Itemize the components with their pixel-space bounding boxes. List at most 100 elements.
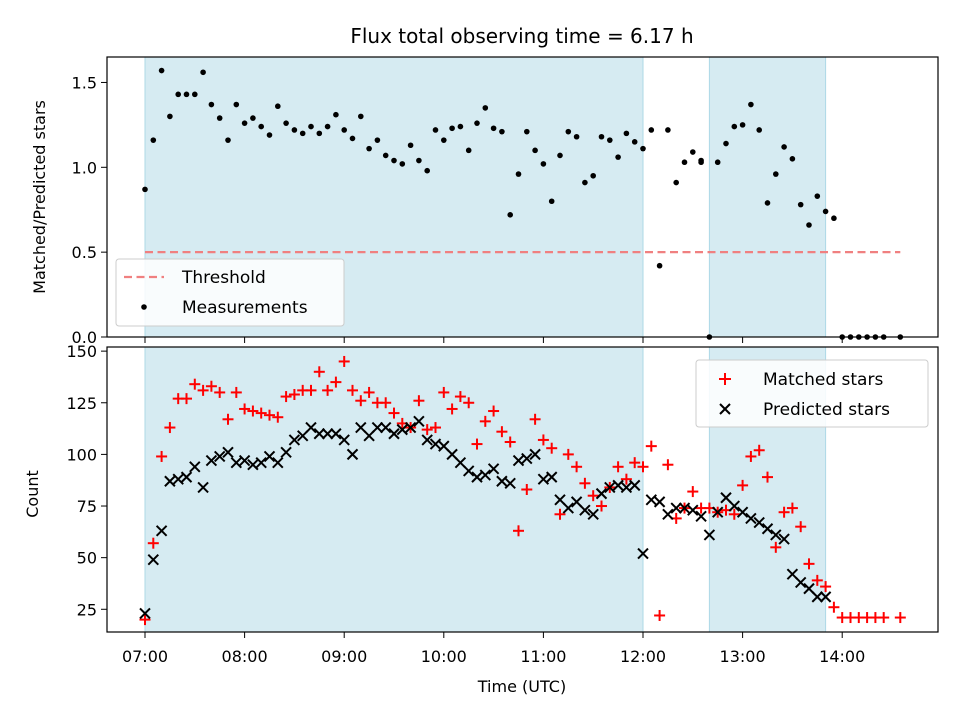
bottom-x-tick-label: 09:00	[321, 647, 367, 666]
predicted-star-point	[272, 456, 284, 469]
matched-star-point	[222, 413, 234, 425]
predicted-star-point	[811, 591, 824, 603]
measurement-point	[507, 212, 513, 218]
chart-title: Flux total observing time = 6.17 h	[350, 24, 693, 48]
matched-star-point	[471, 438, 483, 450]
measurement-point	[192, 91, 198, 98]
top-y-tick-label: 0.5	[72, 243, 97, 262]
measurement-point	[233, 101, 240, 108]
measurement-point	[540, 161, 547, 167]
bottom-y-axis-label: Count	[23, 470, 42, 518]
matched-star-point	[463, 397, 475, 409]
measurement-point	[465, 147, 472, 154]
predicted-star-point	[604, 481, 616, 494]
measurement-point	[631, 139, 638, 145]
measurement-point	[183, 91, 190, 98]
matched-star-point	[147, 537, 159, 549]
legend-matched-label: Matched stars	[763, 370, 883, 390]
predicted-star-point	[620, 481, 633, 494]
top-y-tick-label: 0.0	[72, 328, 97, 347]
matched-star-point	[728, 508, 740, 520]
predicted-star-point	[404, 421, 417, 434]
matched-star-point	[645, 440, 657, 452]
matched-star-point	[488, 405, 500, 417]
measurement-point	[399, 161, 406, 167]
measurement-point	[781, 144, 787, 150]
predicted-star-point	[147, 554, 160, 566]
predicted-star-point	[778, 533, 790, 545]
matched-star-point	[770, 541, 782, 553]
measurement-point	[748, 101, 754, 108]
matched-star-point	[637, 461, 649, 473]
matched-star-point	[322, 384, 334, 396]
predicted-star-point	[305, 421, 317, 434]
predicted-star-point	[637, 547, 649, 560]
matched-star-point	[596, 500, 607, 512]
matched-star-point	[803, 558, 815, 570]
bottom-y-tick-label: 100	[66, 445, 97, 464]
measurement-point	[150, 137, 157, 143]
matched-star-point	[662, 459, 674, 471]
matched-star-point	[247, 405, 259, 417]
measurement-point	[432, 127, 439, 133]
measurement-point	[714, 159, 721, 166]
predicted-star-point	[346, 448, 359, 461]
predicted-star-point	[413, 415, 425, 428]
predicted-star-point	[496, 475, 508, 487]
matched-star-point	[280, 391, 292, 403]
legend-predicted-label: Predicted stars	[763, 400, 890, 420]
matched-star-point	[795, 521, 807, 533]
predicted-star-point	[205, 454, 218, 467]
predicted-star-point	[537, 473, 550, 485]
predicted-star-point	[371, 421, 384, 434]
measurement-point	[565, 128, 572, 135]
matched-star-point	[620, 473, 632, 485]
measurement-point	[773, 171, 779, 177]
legend-measurements-label: Measurements	[182, 298, 308, 318]
measurement-point	[573, 133, 580, 140]
measurement-point	[756, 127, 762, 133]
top-y-axis-label: Matched/Predicted stars	[30, 100, 49, 294]
top-y-tick-label: 1.0	[72, 158, 97, 177]
measurement-point	[623, 130, 630, 137]
matched-star-point	[313, 366, 325, 378]
measurement-point	[449, 125, 455, 132]
predicted-star-point	[678, 502, 691, 514]
predicted-star-point	[247, 459, 259, 471]
measurement-point	[831, 215, 837, 222]
matched-star-point	[579, 477, 591, 489]
measurement-point	[391, 157, 397, 164]
matched-star-point	[828, 601, 840, 613]
predicted-star-point	[587, 508, 599, 520]
top-y-tick-label: 1.5	[72, 73, 97, 92]
measurement-point	[515, 171, 522, 177]
bottom-y-tick-label: 75	[77, 497, 97, 516]
measurement-point	[457, 123, 464, 130]
measurement-point	[764, 200, 771, 206]
measurement-point	[690, 149, 696, 155]
measurement-point	[524, 128, 530, 135]
predicted-star-point	[379, 421, 392, 434]
predicted-star-point	[529, 448, 541, 461]
bottom-x-tick-label: 10:00	[421, 647, 467, 666]
predicted-star-point	[388, 428, 400, 440]
matched-star-point	[587, 490, 599, 502]
measurement-point	[806, 222, 812, 228]
matched-star-point	[612, 461, 624, 473]
bottom-x-tick-label: 08:00	[222, 647, 268, 666]
matched-star-point	[529, 413, 541, 425]
predicted-star-point	[819, 591, 832, 603]
matched-star-point	[820, 581, 832, 593]
predicted-star-point	[579, 504, 591, 516]
predicted-star-point	[313, 428, 326, 440]
predicted-star-point	[255, 456, 267, 469]
bottom-x-tick-label: 13:00	[720, 647, 766, 666]
matched-star-point	[430, 422, 441, 434]
predicted-star-point	[562, 502, 575, 514]
matched-star-point	[380, 397, 392, 409]
bottom-panel: 25 50 75 100 125 150 07:00 08:00 09:00 10:00 11:00…	[66, 342, 939, 666]
top-legend: Threshold Measurements	[115, 258, 345, 327]
measurement-point	[656, 262, 663, 269]
measurement-point	[557, 152, 563, 159]
